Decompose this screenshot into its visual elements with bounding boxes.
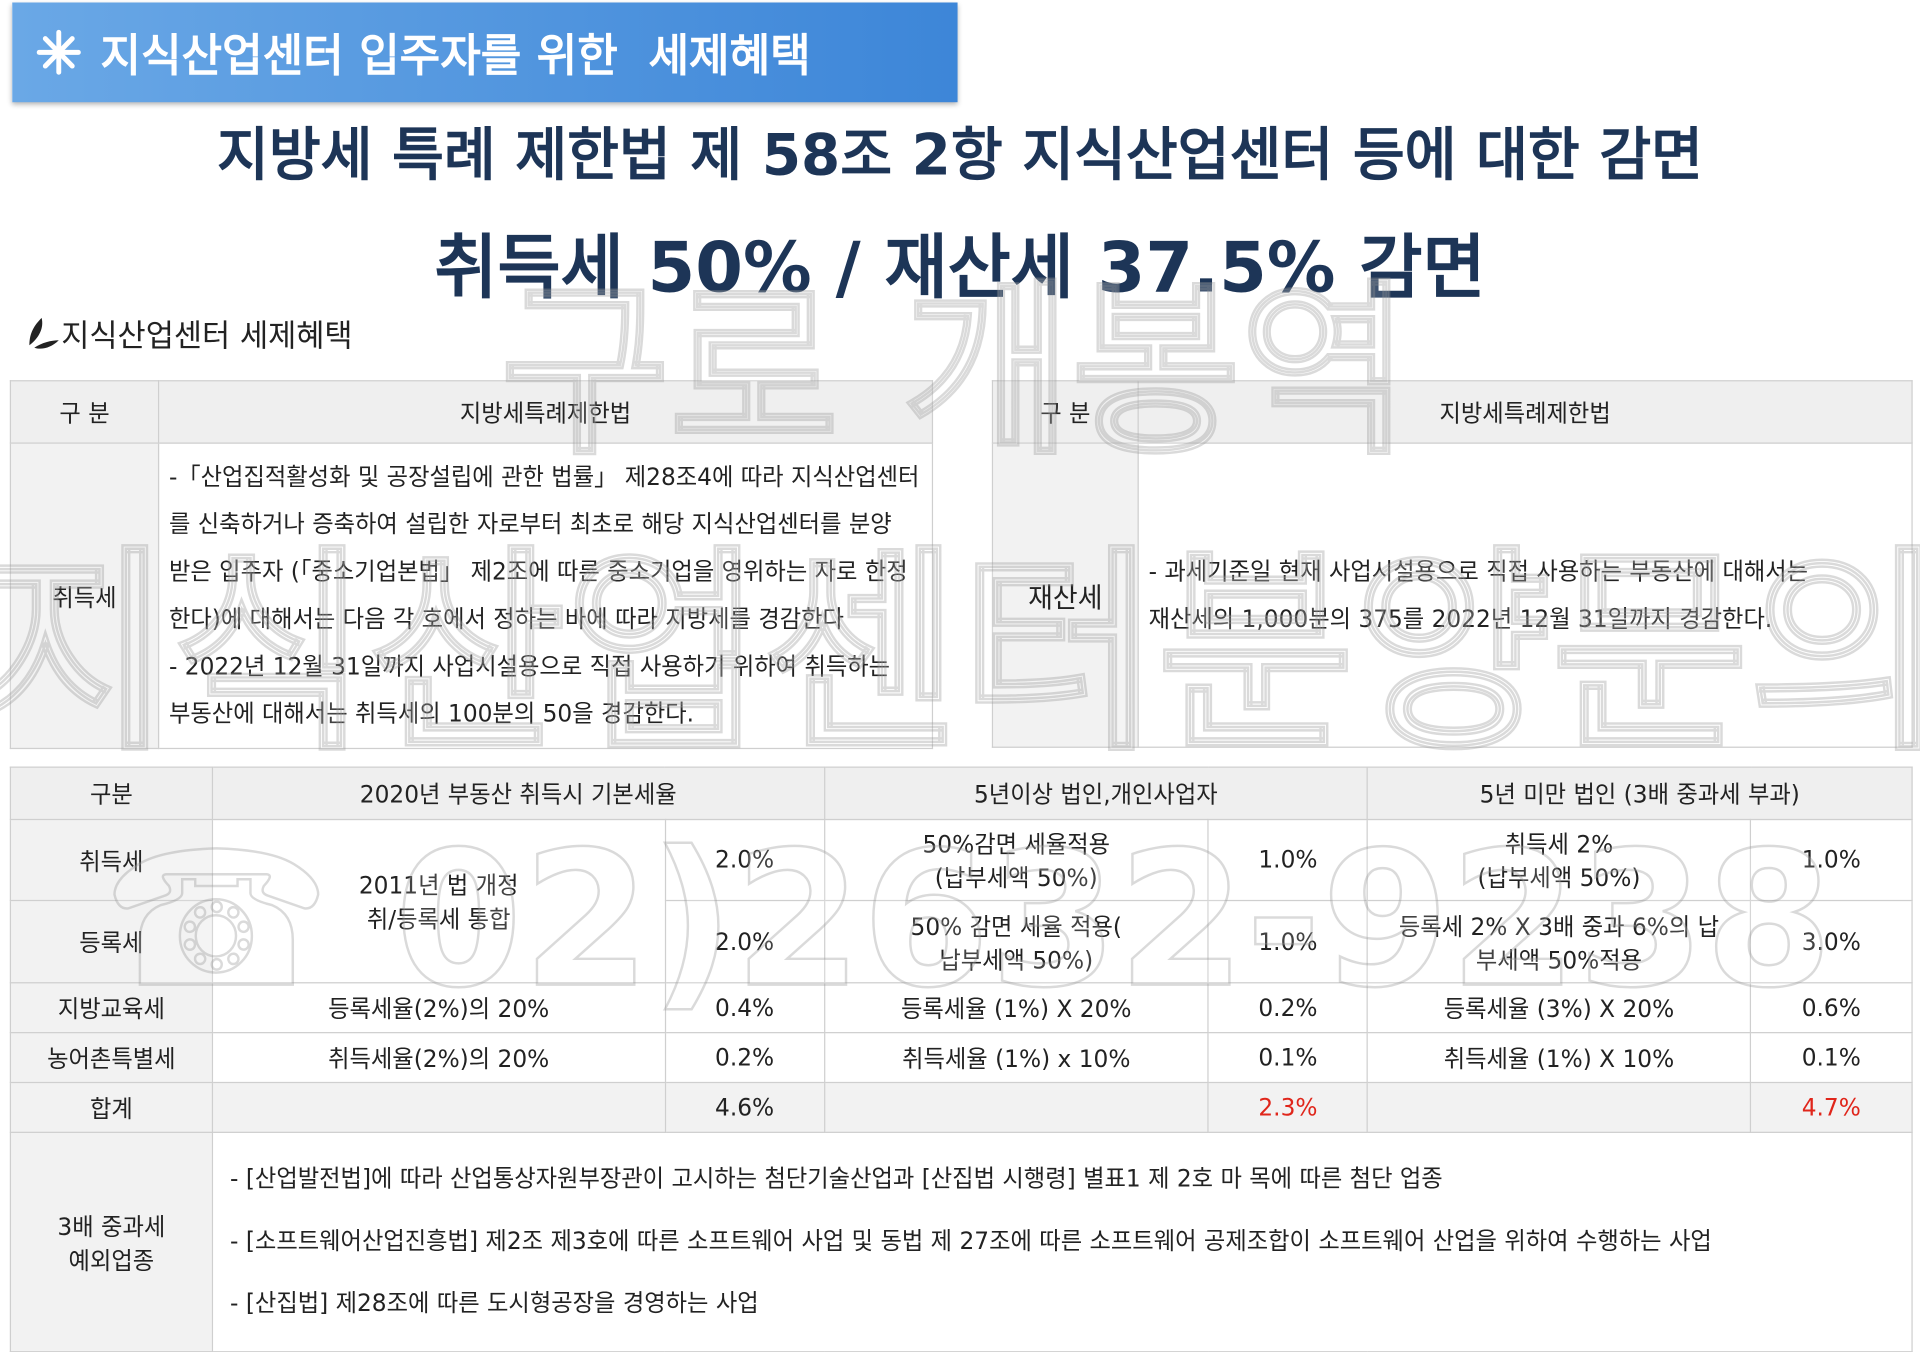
cell: 0.2% [1207,982,1369,1034]
cell: 2.0% [664,818,825,902]
heading: 지방세 특례 제한법 제 58조 2항 지식산업센터 등에 대한 감면 [217,120,1703,189]
cell: 0.2% [664,1032,825,1084]
cell: 0.6% [1749,982,1913,1034]
cell: 0.4% [664,982,825,1034]
law-table-right: 구 분 지방세특례제한법 재산세 - 과세기준일 현재 사업시설용으로 직접 사용하… [991,380,1913,748]
cell: 1.0% [1207,818,1369,902]
row-label: 3배 중과세 예외업종 [9,1131,213,1352]
exception-list: - [산업발전법]에 따라 산업통상자원부장관이 고시하는 첨단기술산업과 [산… [211,1131,1913,1352]
cell: 0.1% [1207,1032,1369,1084]
row-label: 지방교육세 [9,982,213,1034]
header-cell: 구 분 [991,380,1139,444]
exception-line: - [산집법] 제28조에 따른 도시형공장을 경영하는 사업 [230,1290,759,1318]
header-cell: 2020년 부동산 취득시 기본세율 [211,766,825,821]
exception-line: - [소프트웨어산업진흥법] 제2조 제3호에 따른 소프트웨어 사업 및 동법… [230,1227,1712,1256]
total-cell: 2.3% [1207,1081,1369,1133]
cell: 취득세율 (1%) X 10% [1366,1032,1752,1084]
cell: 1.0% [1207,899,1369,984]
title-banner: 지식산업센터 입주자를 위한 세제혜택 [12,2,958,103]
cell: 1.0% [1749,818,1913,902]
total-cell: 4.6% [664,1081,825,1133]
cell: 취득세율 (1%) x 10% [823,1032,1209,1084]
title: 지식산업센터 입주자를 위한 세제혜택 [100,31,811,83]
header-cell: 구분 [9,766,213,821]
total-cell: 4.7% [1749,1081,1913,1133]
cell: 0.1% [1749,1032,1913,1084]
cell: 등록세율 (3%) X 20% [1366,982,1752,1034]
cell: 50% 감면 세율 적용( 납부세액 50%) [823,899,1209,984]
law-text: -「산업집적활성화 및 공장설립에 관한 법률」 제28조4에 따라 지식산업센… [157,442,934,750]
row-label: 취득세 [9,818,213,902]
cell: 50%감면 세율적용 (납부세액 50%) [823,818,1209,902]
cell: 취득세 2% (납부세액 50%) [1366,818,1752,902]
row-label: 취득세 [9,442,160,750]
subheading: 취득세 50% / 재산세 37.5% 감면 [434,228,1486,310]
header-cell: 지방세특례제한법 [157,380,934,444]
section-text: 지식산업센터 세제혜택 [61,317,353,354]
empty-cell [823,1081,1209,1133]
section-title: 지식산업센터 세제혜택 [24,312,353,357]
cell: 2011년 법 개정 취/등록세 통합 [211,818,666,984]
cell: 3.0% [1749,899,1913,984]
empty-cell [211,1081,666,1133]
cell: 등록세 2% X 3배 중과 6%의 납 부세액 50%적용 [1366,899,1752,984]
row-label: 합계 [9,1081,213,1133]
header-cell: 5년 미만 법인 (3배 중과세 부과) [1366,766,1913,821]
row-label: 등록세 [9,899,213,984]
leaf-icon [29,317,59,349]
row-label: 농어촌특별세 [9,1032,213,1084]
cell: 등록세율(2%)의 20% [211,982,666,1034]
icon [36,29,81,75]
rate-table: 구분 2020년 부동산 취득시 기본세율 5년이상 법인,개인사업자 5년 미… [9,766,1913,1352]
row-label: 재산세 [991,442,1139,748]
cell: 등록세율 (1%) X 20% [823,982,1209,1034]
header-cell: 구 분 [9,380,160,444]
law-text: - 과세기준일 현재 사업시설용으로 직접 사용하는 부동산에 대해서는 재산세… [1137,442,1913,748]
cell: 2.0% [664,899,825,984]
header-cell: 5년이상 법인,개인사업자 [823,766,1369,821]
cell: 취득세율(2%)의 20% [211,1032,666,1084]
law-table-left: 구 분 지방세특례제한법 취득세 -「산업집적활성화 및 공장설립에 관한 법률」 … [9,380,934,750]
exception-line: - [산업발전법]에 따라 산업통상자원부장관이 고시하는 첨단기술산업과 [산… [230,1165,1443,1193]
header-cell: 지방세특례제한법 [1137,380,1913,444]
empty-cell [1366,1081,1752,1133]
